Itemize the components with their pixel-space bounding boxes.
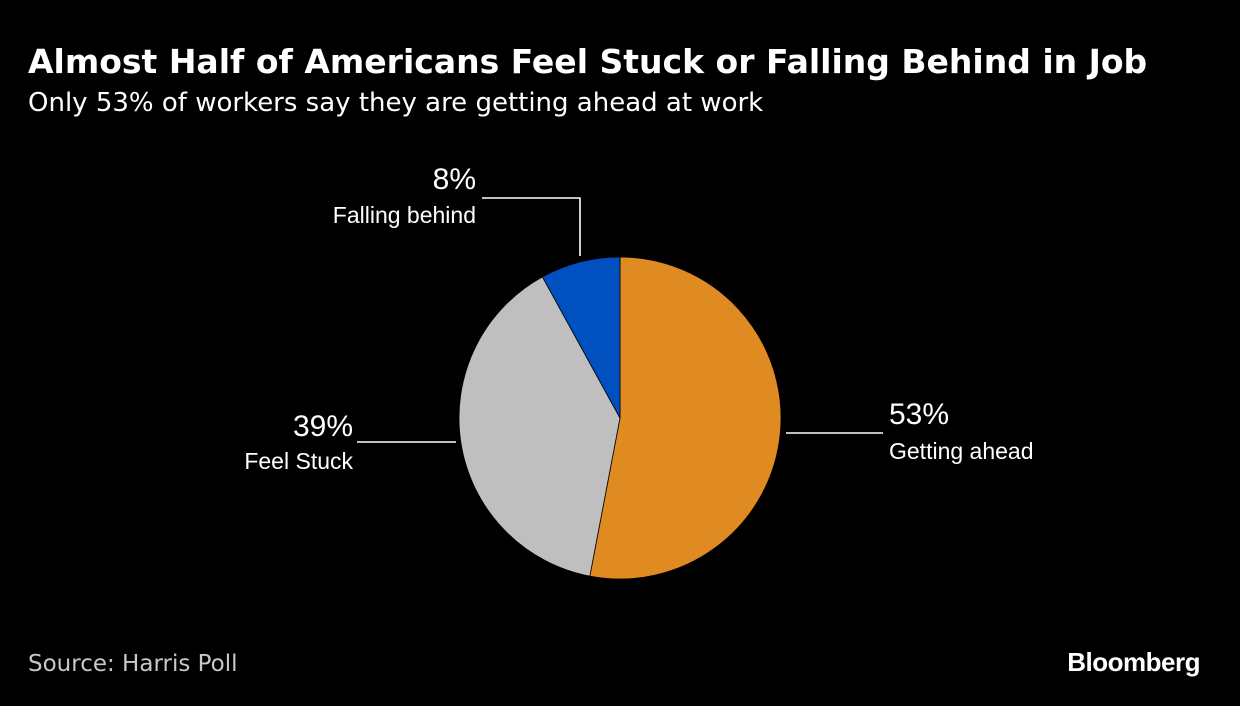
pie-slice-feel-stuck: [458, 276, 621, 577]
data-label-value-feel-stuck: 39%: [293, 410, 353, 443]
data-label-name-getting-ahead: Getting ahead: [889, 438, 1034, 464]
pie-slice-falling-behind: [541, 256, 621, 419]
pie-annotations: 53% Getting ahead 39% Feel Stuck 8% Falling b…: [244, 163, 1033, 474]
data-label-value-falling-behind: 8%: [433, 163, 476, 196]
data-label-name-feel-stuck: Feel Stuck: [244, 448, 353, 474]
pie-slices: [458, 256, 782, 580]
data-label-value-getting-ahead: 53%: [889, 398, 949, 431]
pie-slice-getting-ahead: [589, 256, 782, 580]
source-note: Source: Harris Poll: [28, 651, 238, 677]
data-label-name-falling-behind: Falling behind: [333, 202, 476, 228]
chart-subtitle: Only 53% of workers say they are getting…: [28, 88, 764, 118]
leader-line-falling-behind: [482, 197, 581, 256]
bloomberg-logo: Bloomberg: [1067, 647, 1200, 677]
chart-title: Almost Half of Americans Feel Stuck or F…: [28, 42, 1148, 81]
